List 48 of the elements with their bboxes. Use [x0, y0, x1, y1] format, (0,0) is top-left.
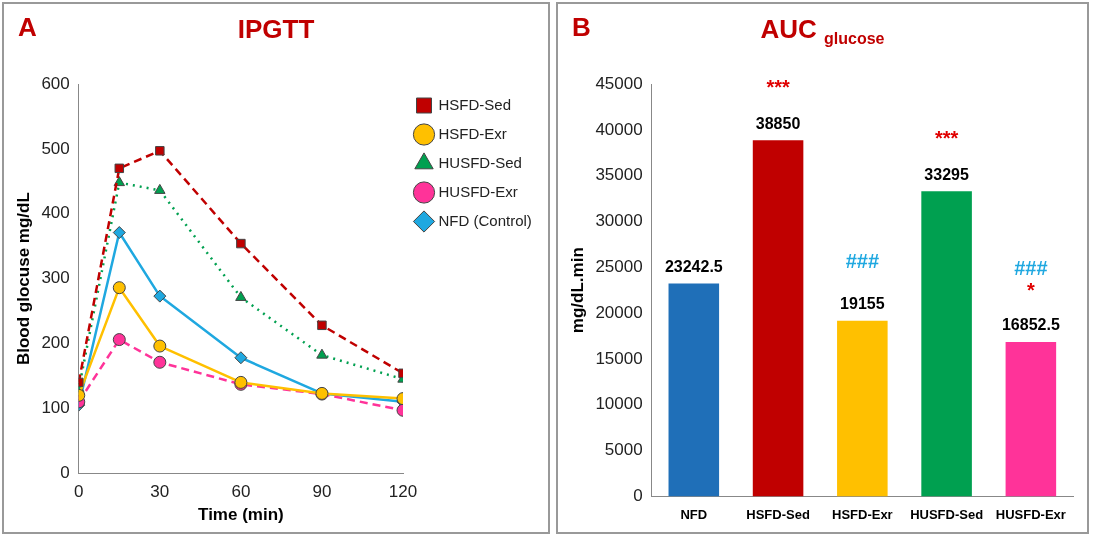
text: B — [572, 12, 591, 43]
x-tick-label: 120 — [388, 482, 418, 502]
y-tick-label: 30000 — [595, 211, 643, 231]
y-tick-label: 20000 — [595, 302, 643, 322]
data-label: 23242.5 — [664, 257, 723, 275]
legend-label: HUSFD-Exr — [438, 182, 518, 200]
y-tick-label: 35000 — [595, 165, 643, 185]
x-tick-label: 30 — [150, 482, 170, 502]
y-tick-label: 15000 — [595, 348, 643, 368]
x-tick-label: HUSFD-Sed — [910, 506, 984, 522]
legend-label: HUSFD-Sed — [438, 153, 522, 171]
data-label: 16852.5 — [1001, 316, 1060, 334]
x-tick-label: HSFD-Exr — [831, 506, 893, 522]
x-tick-label: 0 — [74, 482, 84, 502]
annotation: *** — [766, 75, 790, 98]
y-tick-label: 0 — [60, 462, 70, 482]
y-tick-label: 10000 — [595, 394, 643, 414]
y-axis-title: mg/dL.min — [567, 247, 587, 334]
y-tick-label: 45000 — [595, 73, 643, 93]
y-tick-label: 500 — [41, 138, 70, 158]
x-tick-label: 90 — [312, 482, 332, 502]
chart-title: AUC $_{glucose}$ — [760, 14, 885, 48]
y-tick-label: 600 — [41, 73, 70, 93]
chart-title: IPGTT — [237, 14, 315, 44]
data-label: 38850 — [755, 114, 801, 132]
x-tick-label: NFD — [680, 506, 708, 522]
legend-label: HSFD-Exr — [438, 124, 507, 142]
y-tick-label: 25000 — [595, 256, 643, 276]
y-tick-label: 200 — [41, 333, 70, 353]
y-tick-label: 300 — [41, 268, 70, 288]
annotation: ### — [845, 250, 880, 273]
x-axis-title: Time (min) — [198, 505, 284, 525]
y-tick-label: 400 — [41, 203, 70, 223]
annotation: * — [1026, 279, 1035, 302]
x-tick-label: HUSFD-Exr — [995, 506, 1066, 522]
text: A — [18, 12, 37, 43]
y-tick-label: 40000 — [595, 119, 643, 139]
data-label: 19155 — [840, 295, 885, 313]
legend-label: HSFD-Sed — [438, 95, 512, 113]
y-tick-label: 100 — [41, 398, 70, 418]
data-label: 33295 — [924, 165, 969, 183]
x-tick-label: HSFD-Sed — [746, 506, 810, 522]
x-tick-label: 60 — [231, 482, 251, 502]
legend-label: NFD (Control) — [438, 211, 532, 229]
y-axis-title: Blood glocuse mg/dL — [13, 192, 33, 366]
y-tick-label: 5000 — [604, 440, 643, 460]
annotation: ### — [1014, 257, 1048, 280]
annotation: *** — [934, 126, 959, 149]
